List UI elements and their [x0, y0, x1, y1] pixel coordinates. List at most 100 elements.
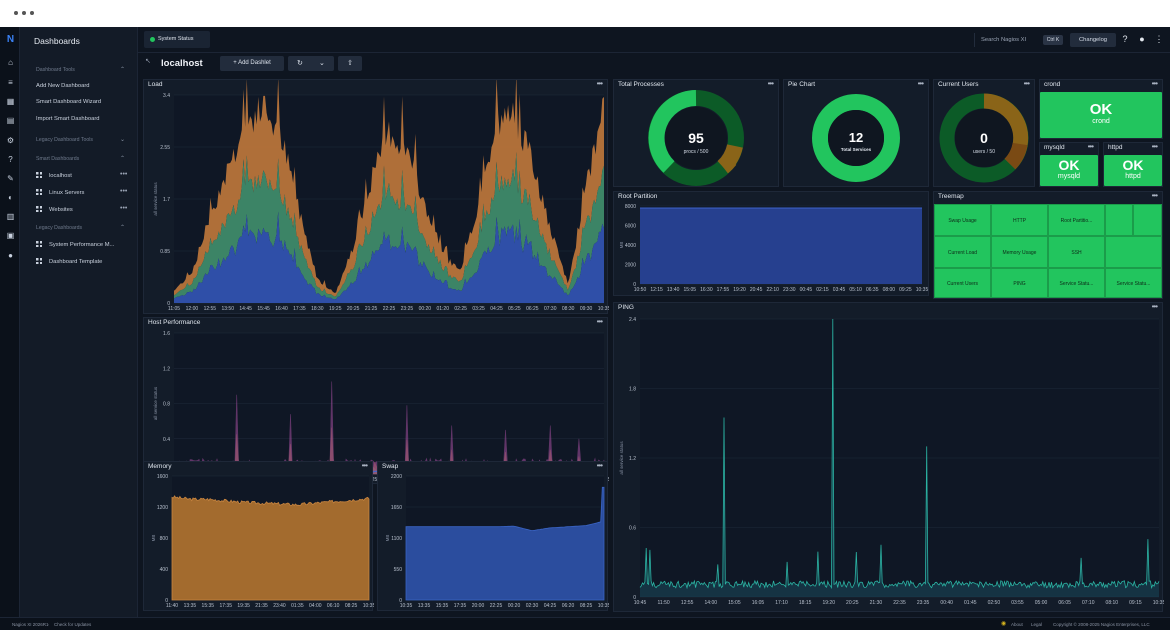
wrench-icon[interactable]: ✎ — [7, 174, 14, 183]
sidebar-item-websites[interactable]: Websites ••• — [36, 205, 127, 213]
panel-title: httpd — [1108, 144, 1123, 151]
section-smart-dashboards[interactable]: Smart Dashboards ⌃ — [36, 156, 125, 162]
x-tick-label: 11:40 — [166, 603, 178, 609]
menu-icon[interactable]: ≡ — [8, 78, 13, 87]
gear-icon[interactable]: ⚙ — [6, 136, 15, 145]
y-tick-label: 1100 — [391, 536, 402, 542]
section-legacy-dashboards[interactable]: Legacy Dashboards ⌃ — [36, 225, 125, 231]
more-icon[interactable]: ••• — [596, 79, 603, 88]
more-icon[interactable]: ••• — [1151, 79, 1158, 88]
chevron-up-icon[interactable]: ⌃ — [120, 67, 126, 73]
more-icon[interactable]: ••• — [917, 79, 924, 88]
y-tick-label: 6000 — [625, 224, 636, 230]
help-icon[interactable]: ? — [1122, 34, 1128, 44]
y-tick-label: 0 — [167, 301, 170, 307]
sidebar-item-add-new-dashboard[interactable]: Add New Dashboard — [36, 83, 90, 89]
more-icon[interactable]: ••• — [767, 79, 774, 88]
x-tick-label: 10:35 — [916, 287, 929, 293]
x-tick-label: 20:00 — [472, 603, 485, 609]
more-icon[interactable]: ••• — [120, 205, 128, 212]
x-tick-label: 06:05 — [1058, 600, 1071, 606]
x-tick-label: 04:00 — [309, 603, 322, 609]
more-icon[interactable]: ••• — [1151, 302, 1158, 311]
library-icon[interactable]: ▥ — [6, 212, 15, 221]
tab-system-status[interactable]: System Status — [144, 31, 210, 48]
user-icon[interactable]: ● — [1139, 34, 1145, 44]
globe-icon[interactable]: ◐ — [8, 193, 13, 202]
home-icon[interactable]: ⌂ — [8, 58, 13, 67]
treemap-cell[interactable] — [1105, 204, 1133, 236]
sidebar-item-localhost[interactable]: localhost ••• — [36, 171, 127, 179]
treemap-cell[interactable]: Service Statu... — [1105, 268, 1162, 298]
more-icon[interactable]: ••• — [1151, 142, 1158, 151]
dashboard-icon[interactable]: ▦ — [6, 97, 15, 106]
nagios-logo-icon[interactable]: N — [6, 34, 15, 45]
status-tile-crond[interactable]: OK crond — [1040, 92, 1162, 138]
pin-icon[interactable]: ↖ — [145, 58, 151, 65]
y-tick-label: 1.2 — [163, 366, 170, 372]
x-tick-label: 10:35 — [363, 603, 374, 609]
x-tick-label: 20:25 — [846, 600, 859, 606]
sidebar-title: Dashboards — [34, 36, 80, 46]
treemap-cell[interactable]: Swap Usage — [934, 204, 991, 236]
x-tick-label: 10:35 — [1153, 600, 1164, 606]
x-tick-label: 06:20 — [562, 603, 575, 609]
user-icon[interactable]: ● — [8, 251, 13, 260]
panel-title: Root Partition — [618, 193, 658, 200]
service-name: httpd — [1125, 173, 1141, 180]
panel-title: Current Users — [938, 81, 979, 88]
more-icon[interactable]: ••• — [1151, 191, 1158, 200]
panel-title: mysqld — [1044, 144, 1065, 151]
sidebar-item-linux-servers[interactable]: Linux Servers ••• — [36, 188, 127, 196]
more-icon[interactable]: ••• — [1087, 142, 1094, 151]
check-updates-link[interactable]: Check for Updates — [54, 622, 92, 627]
treemap-cell[interactable]: HTTP — [991, 204, 1048, 236]
status-tile-httpd[interactable]: OK httpd — [1104, 155, 1162, 186]
changelog-button[interactable]: Changelog — [1070, 33, 1116, 47]
chart-icon[interactable]: ▤ — [6, 116, 15, 125]
treemap-cell[interactable]: Current Load — [934, 236, 991, 268]
chevron-down-icon[interactable]: ⌄ — [120, 137, 126, 143]
treemap-cell[interactable]: Memory Usage — [991, 236, 1048, 268]
root-partition-chart: 8000 6000 4000 2000 010:50 12:15 13:40 15:05 16:… — [619, 204, 929, 293]
chevron-up-icon[interactable]: ⌃ — [120, 225, 126, 231]
about-link[interactable]: About — [1011, 622, 1023, 627]
sidebar-item-import-smart-dashboard[interactable]: Import Smart Dashboard — [36, 116, 100, 122]
sidebar-item-dashboard-template[interactable]: Dashboard Template — [36, 258, 102, 265]
panel-httpd: httpd ••• OK httpd — [1103, 142, 1163, 187]
more-icon[interactable]: ••• — [120, 171, 128, 178]
more-icon[interactable]: ••• — [596, 461, 603, 470]
treemap-cell[interactable]: Root Partitio... — [1048, 204, 1105, 236]
section-legacy-tools[interactable]: Legacy Dashboard Tools ⌄ — [36, 137, 125, 143]
add-dashlet-button[interactable]: + Add Dashlet — [220, 56, 284, 71]
search-input[interactable]: Search Nagios XI — [974, 33, 1072, 47]
building-icon[interactable]: ▣ — [6, 231, 15, 240]
x-tick-label: 21:35 — [255, 603, 268, 609]
y-axis-label: all service status — [153, 386, 158, 420]
refresh-button[interactable]: ↻ ⌄ — [288, 56, 334, 71]
y-tick-label: 1200 — [157, 505, 168, 511]
more-icon[interactable]: ••• — [1023, 79, 1030, 88]
kebab-icon[interactable]: ⋮ — [1154, 34, 1164, 44]
treemap-cell[interactable]: Service Statu... — [1048, 268, 1105, 298]
y-tick-label: 1.6 — [163, 331, 170, 337]
sidebar-item-system-performance[interactable]: System Performance M... — [36, 241, 114, 248]
treemap-cell[interactable] — [1133, 204, 1162, 236]
treemap-cell[interactable]: SSH — [1048, 236, 1105, 268]
more-icon[interactable]: ••• — [361, 461, 368, 470]
sidebar-item-smart-dashboard-wizard[interactable]: Smart Dashboard Wizard — [36, 99, 102, 105]
treemap-cell[interactable]: Current Users — [934, 268, 991, 298]
legal-link[interactable]: Legal — [1031, 622, 1043, 627]
export-button[interactable]: ⇧ — [338, 56, 362, 71]
x-tick-label: 05:10 — [849, 287, 862, 293]
chevron-down-icon: ⌄ — [319, 60, 325, 67]
section-dashboard-tools[interactable]: Dashboard Tools ⌃ — [36, 67, 125, 73]
status-tile-mysqld[interactable]: OK mysqld — [1040, 155, 1098, 186]
more-icon[interactable]: ••• — [120, 188, 128, 195]
treemap-cell[interactable]: PING — [991, 268, 1048, 298]
more-icon[interactable]: ••• — [596, 317, 603, 326]
chevron-up-icon[interactable]: ⌃ — [120, 156, 126, 162]
treemap-cell[interactable] — [1105, 236, 1162, 268]
help-icon[interactable]: ? — [8, 155, 13, 164]
panel-load: Load ••• 3.4 2.55 1.7 0.85 0 11:05 12:00 12:55 13… — [143, 79, 609, 314]
